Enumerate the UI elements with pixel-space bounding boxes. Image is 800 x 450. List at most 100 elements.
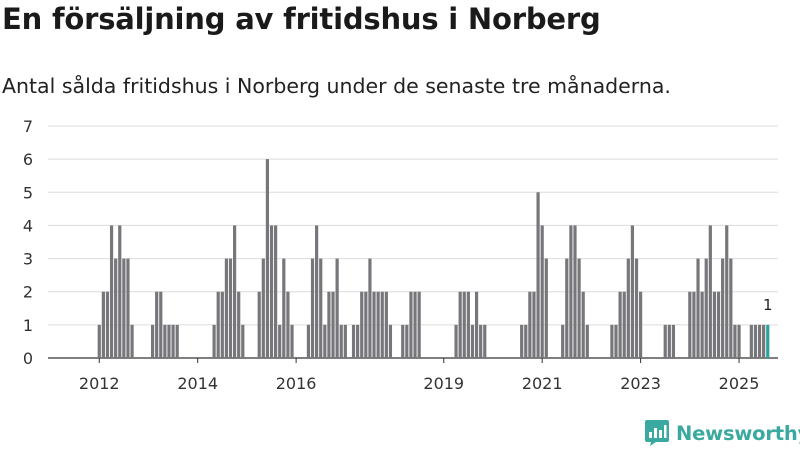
bar	[343, 324, 347, 358]
bar	[725, 225, 729, 358]
bar	[462, 291, 466, 358]
bar	[167, 324, 171, 358]
bar	[216, 291, 220, 358]
bar	[241, 324, 245, 358]
bar-chart-logo-icon	[645, 420, 669, 446]
bar	[639, 291, 643, 358]
y-axis-ticks: 0 1 2 3 4 5 6 7	[23, 117, 33, 368]
bar	[376, 291, 380, 358]
bar	[368, 258, 372, 358]
bar	[634, 258, 639, 358]
bar	[700, 291, 704, 358]
bar	[351, 324, 356, 358]
bar	[105, 291, 110, 358]
bar	[671, 324, 676, 358]
bar	[692, 291, 696, 358]
y-tick-label: 5	[23, 183, 33, 202]
bar	[413, 291, 417, 358]
bar	[749, 324, 753, 358]
bar	[573, 225, 577, 358]
bar	[569, 225, 573, 358]
bar	[261, 258, 265, 358]
y-tick-label: 2	[23, 283, 33, 302]
y-tick-label: 1	[23, 316, 33, 335]
chart-title: En försäljning av fritidshus i Norberg	[2, 2, 601, 36]
bar	[536, 192, 540, 358]
bar	[474, 291, 479, 358]
bar-latest	[766, 324, 770, 358]
y-tick-label: 3	[23, 250, 33, 269]
bar	[483, 324, 487, 358]
bar	[130, 324, 134, 358]
bar	[712, 291, 717, 358]
bar	[175, 324, 179, 358]
bar	[388, 324, 393, 358]
bar	[626, 258, 630, 358]
bars	[97, 159, 770, 358]
y-tick-label: 0	[23, 349, 33, 368]
bar	[622, 291, 626, 358]
bar	[614, 324, 618, 358]
bar	[335, 258, 339, 358]
bar	[380, 291, 384, 358]
bar	[524, 324, 528, 358]
bar	[233, 225, 237, 358]
bar	[155, 291, 159, 358]
bar	[339, 324, 343, 358]
bar	[458, 291, 462, 358]
bar	[704, 258, 708, 358]
bar	[581, 291, 585, 358]
x-tick-label: 2014	[177, 374, 218, 393]
y-tick-label: 6	[23, 150, 33, 169]
bar	[384, 291, 388, 358]
bar	[577, 258, 581, 358]
logo-text: Newsworthy	[676, 421, 800, 445]
bar	[729, 258, 733, 358]
bar	[171, 324, 175, 358]
bar	[163, 324, 167, 358]
bar	[737, 324, 741, 358]
y-tick-label: 4	[23, 216, 33, 235]
y-tick-label: 7	[23, 117, 33, 136]
bar	[470, 324, 475, 358]
bar	[159, 291, 163, 358]
bar	[327, 291, 331, 358]
bar	[401, 324, 405, 358]
bar	[356, 324, 360, 358]
bar	[306, 324, 311, 358]
data-labels: 1	[763, 296, 773, 314]
bar	[708, 225, 712, 358]
bar	[630, 225, 635, 358]
bar	[290, 324, 294, 358]
bar	[269, 225, 274, 358]
bar	[150, 324, 155, 358]
bar	[688, 291, 692, 358]
bar	[417, 291, 421, 358]
chart-subtitle: Antal sålda fritidshus i Norberg under d…	[2, 74, 671, 98]
bar	[409, 291, 413, 358]
bar	[220, 291, 224, 358]
data-label: 1	[763, 296, 773, 314]
bar	[323, 324, 327, 358]
bar	[757, 324, 762, 358]
bar	[101, 291, 105, 358]
bar	[278, 324, 282, 358]
bar	[565, 258, 569, 358]
bar	[544, 258, 548, 358]
x-tick-label: 2016	[276, 374, 317, 393]
bar	[532, 291, 536, 358]
bar	[733, 324, 737, 358]
bar	[310, 258, 315, 358]
bar	[663, 324, 667, 358]
bar-chart: 0 1 2 3 4 5 6 7 2012 2014 2016 2019 2021 2023 2025 1	[23, 117, 778, 393]
bar	[126, 258, 130, 358]
bar	[540, 225, 544, 358]
bar	[364, 291, 368, 358]
x-tick-label: 2012	[79, 374, 120, 393]
bar	[282, 258, 286, 358]
bar	[109, 225, 114, 358]
x-tick-label: 2025	[719, 374, 760, 393]
newsworthy-logo: Newsworthy	[644, 418, 800, 448]
bar	[753, 324, 758, 358]
bar	[224, 258, 228, 358]
